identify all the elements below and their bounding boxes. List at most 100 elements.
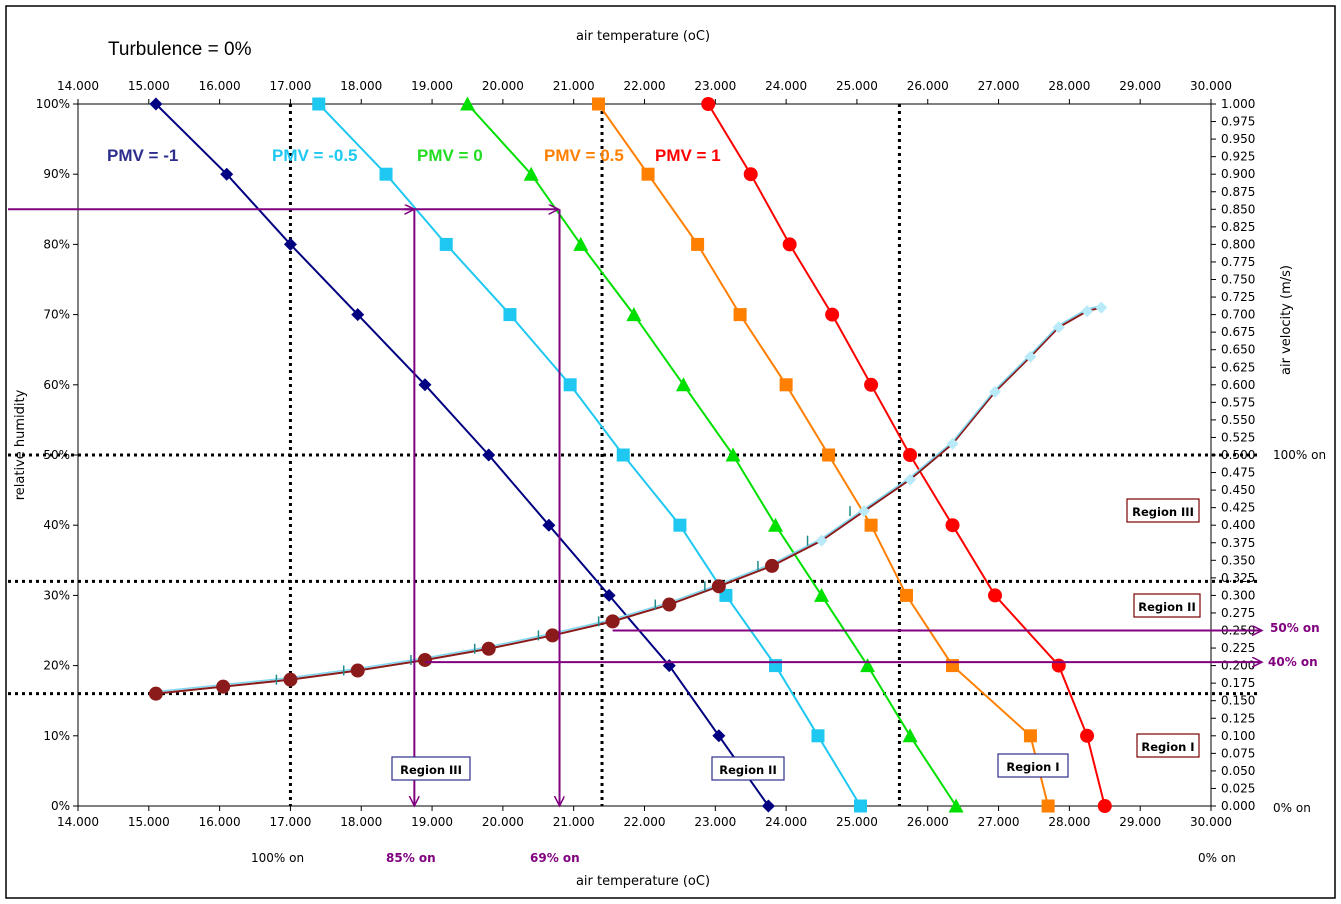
x-top-tick-label: 15.000 — [128, 79, 170, 93]
y-right-tick-label: 0.950 — [1221, 132, 1255, 146]
velocity-point — [1095, 301, 1108, 314]
region-box-bottom-III: Region III — [391, 756, 471, 781]
y-left-axis-title: relative humidity — [13, 389, 28, 500]
x-bottom-tick-label: 21.000 — [553, 815, 595, 829]
y-right-tick-label: 0.275 — [1221, 606, 1255, 620]
data-point — [439, 237, 453, 251]
purple-arrows — [8, 209, 1262, 806]
data-point — [459, 96, 475, 111]
x-bottom-tick-label: 30.000 — [1190, 815, 1232, 829]
y-right-tick-label: 0.625 — [1221, 360, 1255, 374]
data-point — [864, 518, 878, 532]
y-left-tick-label: 20% — [43, 659, 70, 673]
y-right-tick-label: 0.975 — [1221, 115, 1255, 129]
y-right-tick-label: 0.050 — [1221, 764, 1255, 778]
data-point — [712, 729, 726, 743]
data-point — [283, 237, 297, 251]
x-top-tick-label: 16.000 — [199, 79, 241, 93]
y-right-tick-label: 0.800 — [1221, 237, 1255, 251]
data-point — [822, 448, 836, 462]
pmv-label-minus-0-5: PMV = -0.5 — [272, 146, 358, 165]
x-bottom-tick-label: 20.000 — [482, 815, 524, 829]
y-right-tick-label: 0.525 — [1221, 430, 1255, 444]
x-bottom-tick-label: 17.000 — [269, 815, 311, 829]
y-right-tick-label: 0.500 — [1221, 448, 1255, 462]
pmv-label-1: PMV = 1 — [655, 146, 721, 165]
velocity-point — [815, 534, 828, 547]
data-point — [616, 448, 630, 462]
data-point — [945, 518, 960, 533]
x-top-tick-label: 26.000 — [907, 79, 949, 93]
data-point — [733, 308, 747, 322]
region-label: Region III — [400, 763, 462, 777]
right-label-40-on: 40% on — [1268, 655, 1318, 669]
y-right-tick-label: 0.775 — [1221, 255, 1255, 269]
region-label: Region II — [1138, 600, 1195, 614]
data-point — [503, 308, 517, 322]
y-right-tick-label: 0.825 — [1221, 220, 1255, 234]
axes: 14.000 14.000 15.000 15.000 16.000 16.000 17.0… — [36, 79, 1256, 829]
data-point — [563, 378, 577, 392]
pmv-label-0: PMV = 0 — [417, 146, 483, 165]
velocity-point — [417, 652, 432, 667]
y-right-tick-label: 0.900 — [1221, 167, 1255, 181]
region-box-bottom-I: Region I — [997, 753, 1069, 778]
y-right-tick-label: 0.850 — [1221, 202, 1255, 216]
data-point — [779, 378, 793, 392]
pmv-series-group — [149, 96, 1112, 813]
x-bottom-tick-label: 16.000 — [199, 815, 241, 829]
data-point — [523, 166, 539, 181]
data-point — [1097, 799, 1112, 813]
chart-title: Turbulence = 0% — [108, 39, 252, 60]
data-point — [641, 167, 655, 181]
x-top-tick-label: 14.000 — [57, 79, 99, 93]
velocity-point — [545, 628, 560, 643]
y-right-axis-title: air velocity (m/s) — [1279, 265, 1294, 375]
y-right-tick-label: 0.100 — [1221, 729, 1255, 743]
data-point — [864, 377, 879, 392]
velocity-curve-group — [148, 301, 1108, 701]
x-bottom-tick-label: 23.000 — [694, 815, 736, 829]
velocity-point — [350, 663, 365, 678]
x-top-tick-label: 25.000 — [836, 79, 878, 93]
y-right-tick-label: 0.600 — [1221, 378, 1255, 392]
y-right-tick-label: 0.450 — [1221, 483, 1255, 497]
data-point — [1080, 728, 1095, 743]
x-top-tick-label: 20.000 — [482, 79, 524, 93]
y-left-tick-label: 70% — [43, 308, 70, 322]
y-right-tick-label: 0.700 — [1221, 308, 1255, 322]
velocity-point — [605, 614, 620, 629]
data-point — [591, 97, 605, 111]
y-right-tick-label: 0.175 — [1221, 676, 1255, 690]
chart-border — [5, 5, 1336, 899]
data-point — [149, 97, 163, 111]
data-point — [1051, 658, 1066, 673]
data-point — [782, 237, 797, 252]
pmv-series — [701, 97, 1112, 813]
y-right-tick-label: 0.325 — [1221, 571, 1255, 585]
region-label: Region I — [1141, 740, 1194, 754]
data-point — [573, 236, 589, 251]
bottom-label-69-on: 69% on — [530, 851, 580, 865]
data-point — [542, 518, 556, 532]
velocity-point — [764, 558, 779, 573]
x-top-tick-label: 23.000 — [694, 79, 736, 93]
x-bottom-tick-label: 18.000 — [340, 815, 382, 829]
y-right-tick-label: 0.200 — [1221, 659, 1255, 673]
y-right-tick-label: 0.350 — [1221, 553, 1255, 567]
x-top-tick-label: 30.000 — [1190, 79, 1232, 93]
bottom-label-0-on: 0% on — [1198, 851, 1236, 865]
data-point — [673, 518, 687, 532]
y-left-tick-label: 80% — [43, 237, 70, 251]
velocity-point — [1024, 350, 1037, 363]
data-point — [691, 237, 705, 251]
y-left-tick-label: 30% — [43, 588, 70, 602]
data-point — [860, 658, 876, 673]
y-right-tick-label: 0.400 — [1221, 518, 1255, 532]
velocity-point — [989, 385, 1002, 398]
data-point — [769, 659, 783, 673]
pmv-series — [149, 97, 775, 813]
y-right-tick-label: 0.725 — [1221, 290, 1255, 304]
region-label: Region III — [1132, 505, 1194, 519]
x-top-tick-label: 27.000 — [978, 79, 1020, 93]
